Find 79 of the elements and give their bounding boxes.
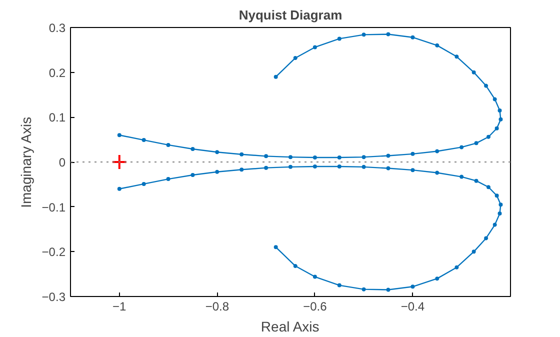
- point: [312, 156, 317, 160]
- point: [190, 147, 195, 151]
- point: [215, 150, 220, 154]
- y-tick-label: 0: [58, 156, 66, 170]
- y-tick-label: −0.1: [42, 200, 66, 214]
- point: [498, 212, 502, 216]
- x-tick-label: −1: [112, 300, 127, 314]
- point: [494, 194, 499, 198]
- point: [215, 170, 220, 174]
- point: [111, 154, 128, 170]
- point: [386, 32, 390, 36]
- point: [274, 74, 278, 79]
- point: [142, 182, 146, 186]
- point: [484, 84, 488, 88]
- point: [474, 178, 478, 183]
- point: [410, 168, 415, 172]
- point: [142, 138, 146, 142]
- point: [435, 149, 440, 154]
- point: [362, 155, 366, 160]
- point: [337, 156, 342, 160]
- y-tick-label: −0.3: [42, 290, 66, 304]
- point: [240, 168, 244, 172]
- point: [312, 45, 317, 50]
- point: [484, 236, 488, 240]
- point: [410, 284, 415, 289]
- point: [274, 245, 278, 250]
- point: [293, 264, 298, 268]
- chart-title: Nyquist Diagram: [238, 8, 342, 22]
- point: [435, 276, 440, 281]
- point: [410, 35, 415, 40]
- point: [288, 155, 292, 160]
- y-axis-title: Imaginary Axis: [18, 116, 34, 208]
- y-tick-label: 0.3: [48, 21, 66, 35]
- point: [337, 164, 342, 168]
- point: [362, 287, 366, 292]
- point: [410, 152, 415, 156]
- point: [264, 154, 268, 158]
- x-axis-title: Real Axis: [260, 318, 320, 334]
- point: [486, 185, 490, 190]
- point: [240, 152, 244, 156]
- point: [492, 97, 497, 102]
- point: [474, 141, 478, 146]
- point: [117, 133, 122, 138]
- point: [166, 177, 170, 182]
- point: [190, 173, 195, 177]
- point: [288, 164, 292, 169]
- point: [337, 36, 342, 41]
- y-tick-label: 0.2: [48, 66, 66, 80]
- point: [312, 274, 317, 279]
- point: [386, 166, 390, 170]
- point: [386, 154, 390, 158]
- point: [472, 70, 476, 74]
- point: [312, 164, 317, 168]
- point: [293, 56, 298, 60]
- point: [494, 126, 499, 130]
- y-tick-label: 0.1: [48, 110, 66, 125]
- point: [492, 222, 497, 227]
- point: [498, 202, 503, 207]
- point: [264, 166, 268, 170]
- point: [117, 186, 122, 191]
- point: [472, 250, 476, 254]
- point: [337, 283, 342, 288]
- x-tick-label: −0.6: [303, 300, 328, 314]
- point: [460, 174, 464, 179]
- x-tick-label: −0.4: [400, 300, 425, 314]
- point: [498, 117, 503, 122]
- point: [454, 265, 459, 270]
- y-tick-label: −0.2: [42, 245, 66, 260]
- point: [498, 108, 502, 112]
- x-tick-label: −0.8: [205, 300, 230, 314]
- point: [386, 288, 390, 292]
- point: [435, 170, 440, 175]
- point: [435, 43, 440, 48]
- point: [362, 32, 366, 37]
- point: [166, 142, 170, 147]
- point: [486, 134, 490, 139]
- point: [362, 164, 366, 169]
- point: [454, 54, 459, 59]
- point: [460, 145, 464, 150]
